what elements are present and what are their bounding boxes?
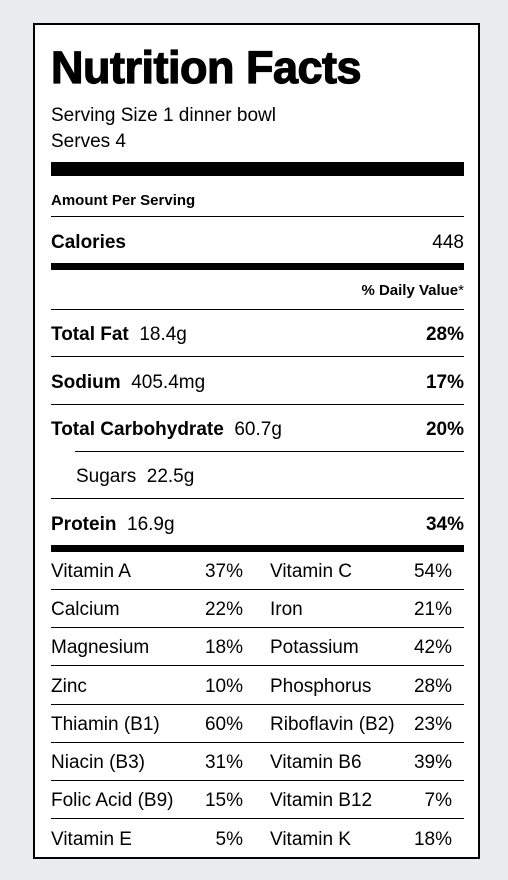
divider bbox=[51, 704, 464, 705]
vitamin-name: Magnesium bbox=[51, 637, 150, 658]
divider bbox=[51, 216, 464, 217]
divider bbox=[51, 356, 464, 357]
vitamin-pct: 7% bbox=[424, 790, 452, 811]
nutrient-label: Total Carbohydrate bbox=[51, 419, 224, 440]
amount-per-serving: Amount Per Serving bbox=[51, 192, 196, 209]
calories-label: Calories bbox=[51, 232, 126, 253]
vitamin-pct: 15% bbox=[204, 790, 243, 811]
nutrient-amount: 22.5g bbox=[141, 466, 195, 487]
divider bbox=[51, 404, 464, 405]
label-title: Nutrition Facts bbox=[50, 42, 362, 93]
divider bbox=[51, 665, 464, 666]
vitamin-pct: 54% bbox=[413, 561, 452, 582]
nutrient-amount: 60.7g bbox=[229, 419, 282, 440]
divider bbox=[51, 780, 464, 781]
calories-value: 448 bbox=[432, 232, 464, 253]
vitamin-pct: 39% bbox=[413, 752, 452, 773]
nutrient-amount: 18.4g bbox=[134, 324, 187, 345]
nutrient-row-protein: Protein 16.9g 34% bbox=[51, 515, 464, 534]
vitamin-name: Potassium bbox=[270, 637, 359, 658]
nutrient-amount: 405.4mg bbox=[125, 372, 206, 393]
vitamin-name: Vitamin K bbox=[270, 829, 351, 850]
vitamin-pct: 18% bbox=[204, 637, 243, 658]
vitamin-pct: 5% bbox=[215, 829, 243, 850]
divider bbox=[75, 451, 464, 452]
vitamin-name: Thiamin (B1) bbox=[51, 714, 160, 735]
vitamin-pct: 60% bbox=[204, 714, 243, 735]
divider bbox=[51, 309, 464, 310]
vitamin-name: Folic Acid (B9) bbox=[51, 790, 174, 811]
vitamin-pct: 21% bbox=[413, 599, 452, 620]
nutrient-row-sodium: Sodium 405.4mg 17% bbox=[51, 373, 464, 392]
vitamin-pct: 42% bbox=[413, 637, 452, 658]
nutrient-row-total-carbohydrate: Total Carbohydrate 60.7g 20% bbox=[51, 420, 464, 439]
medium-divider bbox=[51, 263, 464, 270]
nutrient-label: Total Fat bbox=[51, 324, 129, 345]
vitamin-name: Vitamin B12 bbox=[270, 790, 373, 811]
vitamin-name: Niacin (B3) bbox=[51, 752, 145, 773]
vitamin-pct: 10% bbox=[204, 676, 243, 697]
nutrient-dv: 20% bbox=[425, 419, 464, 440]
vitamin-name: Vitamin E bbox=[51, 829, 132, 850]
nutrient-dv: 28% bbox=[425, 324, 464, 345]
nutrient-label: Protein bbox=[51, 514, 117, 535]
vitamin-pct: 31% bbox=[204, 752, 243, 773]
vitamin-name: Zinc bbox=[51, 676, 87, 697]
divider bbox=[51, 627, 464, 628]
nutrient-amount: 16.9g bbox=[121, 514, 175, 535]
vitamin-name: Riboflavin (B2) bbox=[270, 714, 395, 735]
divider bbox=[51, 589, 464, 590]
nutrient-label: Sugars bbox=[76, 466, 137, 487]
divider bbox=[51, 818, 464, 819]
vitamin-pct: 23% bbox=[413, 714, 452, 735]
vitamin-pct: 22% bbox=[204, 599, 243, 620]
vitamin-name: Phosphorus bbox=[270, 676, 372, 697]
medium-divider bbox=[51, 545, 464, 552]
vitamin-name: Vitamin C bbox=[270, 561, 353, 582]
calories-row: Calories 448 bbox=[51, 233, 464, 252]
nutrient-label: Sodium bbox=[51, 372, 121, 393]
nutrient-dv: 17% bbox=[425, 372, 464, 393]
vitamin-name: Calcium bbox=[51, 599, 120, 620]
nutrient-row-sugars: Sugars 22.5g bbox=[76, 467, 464, 486]
nutrient-dv: 34% bbox=[425, 514, 464, 535]
vitamin-name: Iron bbox=[270, 599, 303, 620]
vitamin-name: Vitamin B6 bbox=[270, 752, 362, 773]
nutrition-label: Nutrition Facts Serving Size 1 dinner bo… bbox=[33, 23, 480, 859]
serving-size: Serving Size 1 dinner bowl bbox=[51, 105, 276, 126]
serves: Serves 4 bbox=[51, 131, 126, 152]
vitamin-pct: 37% bbox=[204, 561, 243, 582]
vitamin-name: Vitamin A bbox=[51, 561, 131, 582]
daily-value-header: % Daily Value* bbox=[361, 282, 464, 299]
nutrient-row-total-fat: Total Fat 18.4g 28% bbox=[51, 325, 464, 344]
divider bbox=[51, 498, 464, 499]
vitamin-pct: 28% bbox=[413, 676, 452, 697]
vitamin-pct: 18% bbox=[413, 829, 452, 850]
divider bbox=[51, 742, 464, 743]
thick-divider bbox=[51, 162, 464, 176]
